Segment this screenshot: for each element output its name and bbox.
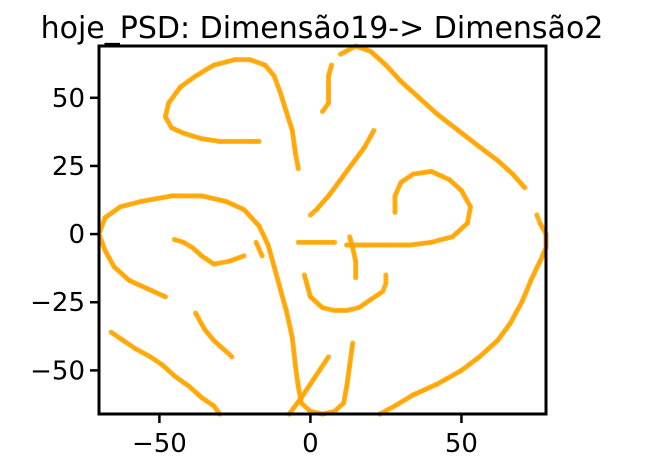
series-11 <box>301 272 389 313</box>
x-tick-label: 50 <box>445 429 478 459</box>
y-tick-label: −25 <box>30 288 85 318</box>
data-point <box>325 354 332 360</box>
series-15 <box>377 212 549 417</box>
series-7 <box>307 127 377 218</box>
y-axis: −50 −25 0 25 50 <box>30 84 99 386</box>
series-2 <box>319 62 335 114</box>
data-point <box>353 275 359 281</box>
x-tick-label: −50 <box>132 429 187 459</box>
series-4 <box>171 236 247 267</box>
data-point <box>329 62 335 68</box>
series-3 <box>338 43 528 191</box>
data-point <box>307 212 313 218</box>
data-point <box>344 242 350 248</box>
series-8 <box>295 239 338 245</box>
series-9 <box>347 234 359 281</box>
y-tick-label: 0 <box>68 220 85 250</box>
chart-title: hoje_PSD: Dimensão19-> Dimensão2 <box>41 11 604 46</box>
series-6 <box>253 239 265 259</box>
x-axis: −50 0 50 <box>132 414 478 459</box>
data-point <box>522 185 528 191</box>
data-point <box>332 239 338 245</box>
data-point <box>383 272 389 278</box>
series-13 <box>108 329 223 417</box>
plot-frame <box>97 44 548 416</box>
data-point <box>350 340 356 346</box>
x-tick-label: 0 <box>302 429 319 459</box>
data-point <box>534 212 540 218</box>
series-1 <box>162 57 301 172</box>
data-point <box>259 253 265 259</box>
series-10 <box>344 168 474 248</box>
series-5 <box>96 193 356 417</box>
data-point <box>171 236 178 243</box>
data-point <box>229 354 235 360</box>
y-tick-label: 25 <box>52 152 85 182</box>
y-tick-label: 50 <box>52 84 85 114</box>
y-tick-label: −50 <box>30 356 85 386</box>
data-point <box>295 166 301 172</box>
points-layer <box>96 43 549 417</box>
series-12 <box>193 310 235 360</box>
